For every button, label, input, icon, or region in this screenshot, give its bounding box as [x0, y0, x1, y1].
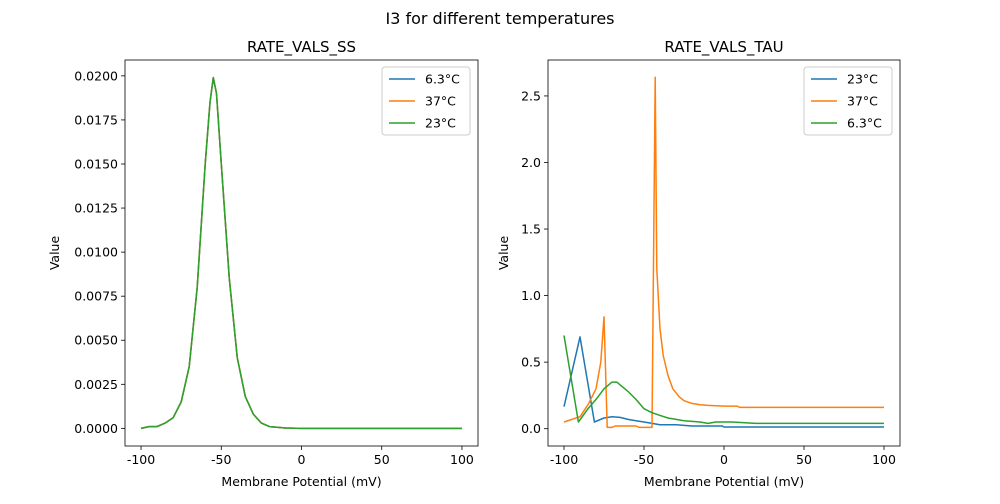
subplot-2: -100 -50 0 50 100 0.0 0.5 1.0 1.5 2.0 2.5 RATE_VALS…	[496, 38, 901, 489]
y-tick-label: 0.5	[521, 355, 541, 370]
subplot-title: RATE_VALS_TAU	[664, 38, 783, 57]
legend-label: 23°C	[847, 72, 878, 87]
series-line-37°C	[563, 76, 884, 429]
x-axis-label: Membrane Potential (mV)	[644, 474, 804, 489]
series-line-23°C	[140, 76, 462, 430]
y-tick-label: 0.0100	[74, 245, 118, 260]
series-line-6.3°C	[563, 335, 884, 425]
legend: 6.3°C 37°C 23°C	[381, 66, 471, 136]
subplot-1: -100 -50 0 50 100 0.0000 0.0025 0.0050 0.0075 0.0…	[47, 38, 479, 489]
y-tick-label: 0.0125	[74, 201, 118, 216]
legend-frame	[381, 66, 471, 136]
y-tick-label: 2.5	[521, 88, 541, 103]
y-tick-label: 0.0050	[74, 333, 118, 348]
y-axis-label: Value	[496, 236, 511, 271]
x-tick-label: 50	[796, 452, 812, 467]
y-tick-label: 0.0150	[74, 156, 118, 171]
y-tick-label: 1.0	[521, 288, 541, 303]
y-axis-label: Value	[47, 236, 62, 271]
x-tick-label: 0	[720, 452, 728, 467]
subplot-title: RATE_VALS_SS	[247, 38, 356, 57]
x-tick-label: 50	[374, 452, 390, 467]
legend-frame	[803, 66, 893, 136]
legend: 23°C 37°C 6.3°C	[803, 66, 893, 136]
figure-suptitle: I3 for different temperatures	[385, 9, 614, 28]
x-tick-label: -100	[550, 452, 578, 467]
y-tick-label: 0.0000	[74, 421, 118, 436]
y-tick-label: 2.0	[521, 155, 541, 170]
y-tick-label: 0.0075	[74, 289, 118, 304]
x-tick-label: -100	[127, 452, 155, 467]
legend-label: 23°C	[425, 116, 456, 131]
x-axis-label: Membrane Potential (mV)	[221, 474, 381, 489]
x-tick-label: 100	[872, 452, 896, 467]
y-tick-label: 0.0200	[74, 68, 118, 83]
x-tick-label: 100	[450, 452, 474, 467]
x-tick-label: -50	[634, 452, 654, 467]
x-tick-label: -50	[211, 452, 231, 467]
legend-label: 37°C	[425, 94, 456, 109]
y-tick-label: 0.0025	[74, 377, 118, 392]
x-tick-label: 0	[298, 452, 306, 467]
legend-label: 37°C	[847, 94, 878, 109]
legend-label: 6.3°C	[425, 72, 460, 87]
series-line-23°C	[563, 336, 884, 428]
y-tick-label: 0.0	[521, 421, 541, 436]
y-tick-label: 0.0175	[74, 112, 118, 127]
y-tick-label: 1.5	[521, 222, 541, 237]
legend-label: 6.3°C	[847, 116, 882, 131]
